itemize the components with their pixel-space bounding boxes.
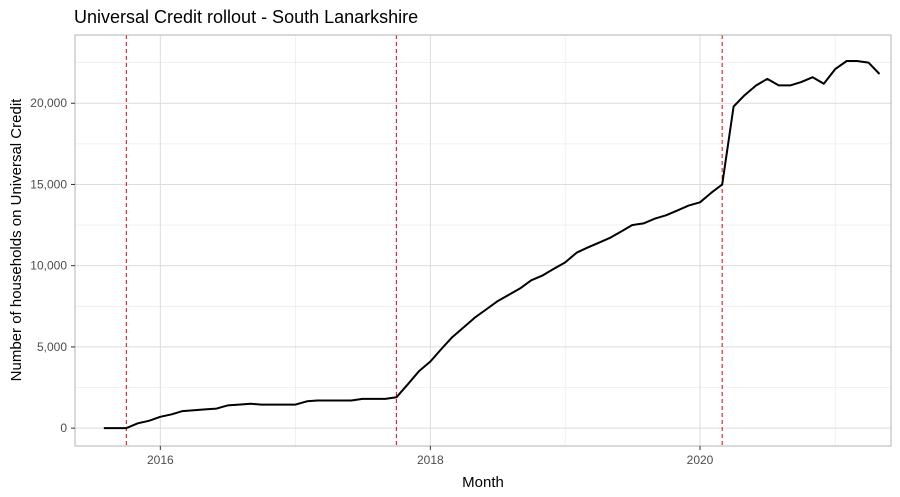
y-tick-label: 20,000 — [30, 96, 67, 110]
y-tick-label: 15,000 — [30, 177, 67, 191]
plot-panel-border — [74, 34, 892, 447]
series-line — [103, 60, 881, 430]
x-tick-label: 2016 — [147, 453, 174, 467]
plot-grid — [75, 35, 891, 446]
y-tick-label: 10,000 — [30, 259, 67, 273]
reference-lines — [125, 35, 723, 446]
x-axis-title: Month — [462, 474, 504, 491]
y-axis: 0 5,000 10,000 15,000 20,000 — [30, 96, 75, 435]
y-axis-title: Number of households on Universal Credit — [8, 98, 25, 381]
x-tick-label: 2020 — [687, 453, 714, 467]
x-tick-label: 2018 — [417, 453, 444, 467]
y-tick-label: 5,000 — [37, 340, 67, 354]
x-axis: 2016 2018 2020 — [147, 446, 714, 467]
series-layer — [103, 60, 881, 430]
y-tick-label: 0 — [60, 421, 67, 435]
chart-title: Universal Credit rollout - South Lanarks… — [74, 7, 418, 27]
